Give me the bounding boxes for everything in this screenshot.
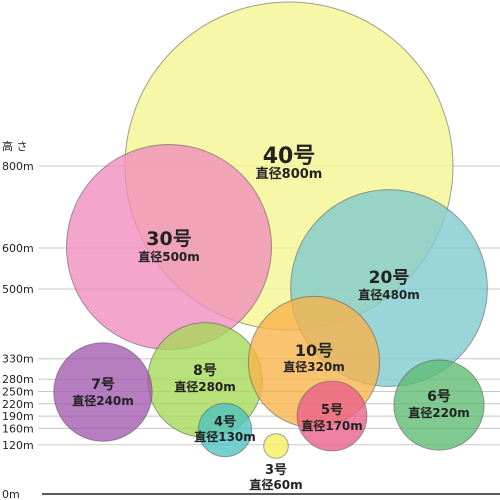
shell-name-3: 3号 xyxy=(265,463,287,478)
shell-name-7: 7号 xyxy=(91,377,115,393)
shell-labels: 40号直径800m20号直径480m30号直径500m8号直径280m10号直径… xyxy=(72,144,470,492)
shell-name-10: 10号 xyxy=(295,341,333,360)
shell-burst-4 xyxy=(197,402,253,458)
tick-label-0: 0m xyxy=(2,488,20,500)
tick-label-120: 120m xyxy=(2,439,34,452)
shell-diameter-8: 直径280m xyxy=(174,379,236,394)
shell-diameter-4: 直径130m xyxy=(194,429,256,444)
shell-burst-5 xyxy=(296,380,368,452)
shell-name-8: 8号 xyxy=(193,363,217,379)
shell-name-20: 20号 xyxy=(369,268,410,288)
shell-diameter-30: 直径500m xyxy=(138,249,200,264)
shell-burst-6 xyxy=(393,359,485,451)
shell-diameter-20: 直径480m xyxy=(358,287,420,302)
shell-diameter-3: 直径60m xyxy=(249,477,302,492)
shell-burst-3 xyxy=(263,433,289,459)
tick-label-500: 500m xyxy=(2,283,34,296)
shell-name-30: 30号 xyxy=(146,228,191,250)
shell-burst-7 xyxy=(53,342,153,442)
shell-diameter-6: 直径220m xyxy=(408,405,470,420)
shell-diameter-5: 直径170m xyxy=(301,418,363,433)
shell-name-40: 40号 xyxy=(263,144,316,169)
height-axis: 高 さ 800m 600m 500m 330m 280m250m220m190m160m… xyxy=(2,139,34,500)
tick-label-600: 600m xyxy=(2,242,34,255)
shell-name-4: 4号 xyxy=(214,415,236,430)
tick-label-160: 160m xyxy=(2,422,34,435)
shell-bursts xyxy=(53,1,488,459)
tick-label-220: 220m xyxy=(2,398,34,411)
tick-label-190: 190m xyxy=(2,410,34,423)
axis-title: 高 さ xyxy=(2,139,28,153)
tick-label-280: 280m xyxy=(2,373,34,386)
tick-label-330: 330m xyxy=(2,353,34,366)
shell-name-6: 6号 xyxy=(427,389,451,405)
tick-label-800: 800m xyxy=(2,160,34,173)
shell-name-5: 5号 xyxy=(321,403,343,418)
shell-diameter-7: 直径240m xyxy=(72,393,134,408)
tick-label-250: 250m xyxy=(2,386,34,399)
shell-diameter-40: 直径800m xyxy=(256,166,323,182)
shell-diameter-10: 直径320m xyxy=(283,359,345,374)
